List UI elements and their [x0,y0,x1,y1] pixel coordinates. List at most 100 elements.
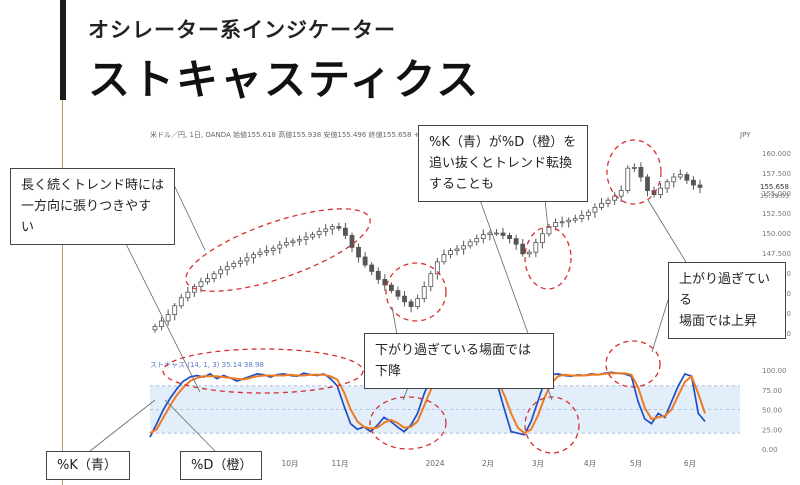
candle-body [664,181,670,189]
candle-body [178,297,184,307]
price-unit-label: JPY [739,131,751,139]
k-label-text: %K（青） [57,458,117,473]
candle-body [224,266,230,271]
stoch-tick-label: 75.00 [762,387,782,395]
candle-body [257,251,263,255]
candle-body [480,234,486,240]
candle-body [631,166,637,169]
candle-body [310,234,315,238]
candle-body [540,233,545,244]
candle-body [277,244,283,249]
callout-oversold: 下がり過ぎている場面では下降 [364,333,554,389]
annotation-ellipse [185,208,371,292]
stoch-legend: ストキャス (14, 1, 3) 35.14 38.98 [150,361,264,369]
candle-body [297,238,302,242]
candle-body [428,273,434,287]
price-tick-label: 150.000 [762,230,791,238]
page-title: ストキャスティクス [88,55,481,104]
leader-line [544,199,549,229]
candle-body [316,230,322,235]
candle-body [520,243,526,255]
candle-body [507,234,512,239]
x-tick-label: 5月 [630,459,642,468]
callout-line: 場面では上昇 [679,314,758,329]
callout-line: することも [429,177,495,192]
candle-body [356,246,361,258]
candle-body [303,236,309,240]
candle-body [454,248,460,251]
candle-body [343,227,348,236]
candle-body [375,270,381,280]
stoch-tick-label: 50.00 [762,407,782,415]
stoch-tick-label: 0.00 [762,446,778,454]
countdown-label: 15:39:03 [760,192,789,200]
last-price-label: 155.658 [760,183,789,191]
callout-crossover: %K（青）が%D（橙）を 追い抜くとトレンド転換 することも [418,125,588,202]
candle-body [159,320,164,327]
candle-body [599,202,604,208]
candle-body [264,250,270,253]
accent-line [62,100,63,485]
annotation-ellipse [524,396,580,454]
price-tick-label: 155.000 [762,190,791,198]
annotation-ellipse [605,340,661,388]
candle-body [185,291,191,299]
candle-body [336,226,342,229]
candle-body [474,238,480,243]
candle-body [198,281,204,287]
candle-body [677,174,683,178]
candle-body [448,250,453,256]
candle-body [553,222,558,228]
price-tick-label: 147.500 [762,250,791,258]
candle-body [165,314,171,322]
leader-line [174,186,206,251]
candle-body [329,226,335,230]
candle-body [237,260,243,264]
candle-body [251,254,256,259]
d-label-text: %D（橙） [191,458,253,473]
callout-line: 上がり過ぎている [679,272,771,308]
x-tick-label: 2024 [425,459,444,468]
candle-body [382,278,388,286]
candle-body [270,247,276,251]
candle-body [441,254,447,263]
candle-body [533,242,539,253]
leader-line [651,299,669,353]
candle-body [290,240,296,243]
candle-body [612,195,618,201]
callout-line: 長く続くトレンド時には [21,178,165,193]
callout-k-label: %K（青） [46,451,130,480]
candle-body [572,218,578,221]
candle-body [421,286,427,300]
callout-trend-sticking: 長く続くトレンド時には 一方向に張りつきやすい [10,168,175,245]
candle-body [172,305,178,315]
candle-body [684,174,690,181]
candle-body [231,262,237,267]
candle-body [349,234,355,248]
candle-body [152,326,158,331]
candle-body [585,211,591,216]
candle-body [500,232,506,236]
callout-overbought: 上がり過ぎている 場面では上昇 [668,262,786,339]
candle-body [283,242,289,246]
candle-body [244,257,250,262]
candle-body [362,256,368,266]
candle-body [638,166,644,178]
x-tick-label: 10月 [281,459,298,468]
callout-d-label: %D（橙） [180,451,262,480]
accent-bar [60,0,66,100]
candle-body [605,199,611,204]
candle-body [205,278,210,283]
candle-body [566,219,572,223]
candle-body [434,261,440,275]
annotation-ellipse [524,226,572,290]
stoch-tick-label: 100.00 [762,367,787,375]
candle-body [467,241,473,247]
candle-body [691,179,696,186]
candle-body [697,184,703,188]
price-tick-label: 160.000 [762,150,791,158]
candle-body [415,298,421,308]
price-tick-label: 152.500 [762,210,791,218]
x-tick-label: 3月 [532,459,544,468]
annotation-ellipse [606,139,662,205]
